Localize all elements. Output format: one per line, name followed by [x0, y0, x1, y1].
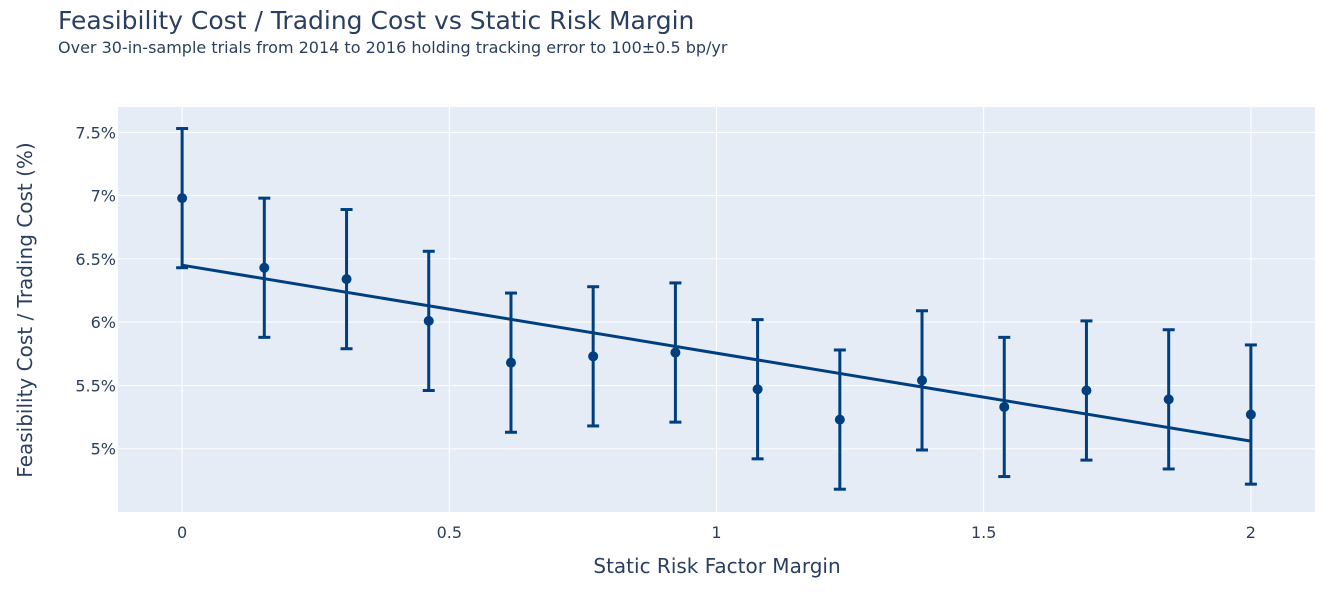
data-points [177, 193, 1256, 425]
x-axis-title: Static Risk Factor Margin [593, 554, 840, 578]
data-point [752, 384, 763, 395]
data-point [834, 414, 845, 425]
y-tick-label: 6% [91, 313, 116, 332]
x-tick-label: 1 [711, 523, 721, 542]
y-tick-label: 7% [91, 187, 116, 206]
chart-subtitle: Over 30-in-sample trials from 2014 to 20… [58, 38, 728, 57]
data-point [1163, 394, 1174, 405]
trendline [181, 263, 1252, 443]
y-tick-label: 6.5% [75, 250, 116, 269]
data-point [917, 375, 928, 386]
data-point [177, 193, 188, 204]
y-tick-label: 5% [91, 440, 116, 459]
data-point [505, 357, 516, 368]
trendline-group [181, 263, 1252, 443]
y-axis-ticks: 5% 5.5% 6% 6.5% 7% 7.5% [75, 123, 116, 458]
y-axis-title: Feasibility Cost / Trading Cost (%) [13, 142, 37, 477]
data-point [999, 401, 1010, 412]
data-point [1081, 385, 1092, 396]
y-tick-label: 7.5% [75, 123, 116, 142]
y-tick-label: 5.5% [75, 376, 116, 395]
data-point [588, 351, 599, 362]
data-point [1245, 409, 1256, 420]
x-axis-ticks: 0 0.5 1 1.5 2 [177, 523, 1256, 542]
x-tick-label: 2 [1246, 523, 1256, 542]
data-point [670, 347, 681, 358]
x-tick-label: 0.5 [437, 523, 462, 542]
x-tick-label: 1.5 [971, 523, 996, 542]
x-tick-label: 0 [177, 523, 187, 542]
data-point [423, 315, 434, 326]
data-point [259, 262, 270, 273]
data-point [341, 274, 352, 285]
chart-title: Feasibility Cost / Trading Cost vs Stati… [58, 6, 695, 35]
